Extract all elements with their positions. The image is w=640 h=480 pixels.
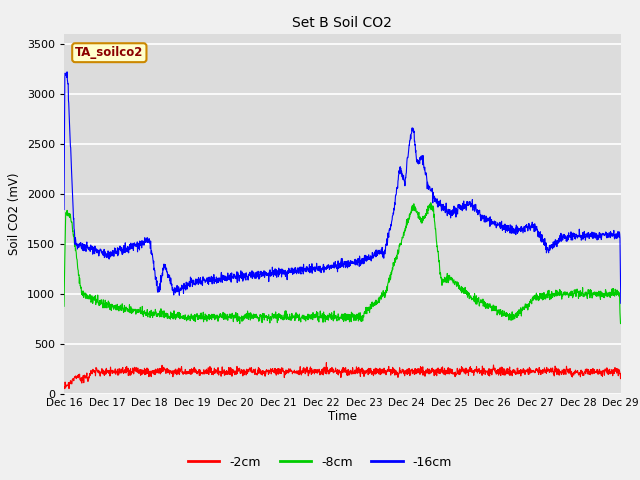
Line: -8cm: -8cm — [64, 203, 621, 324]
-16cm — [617, 300, 625, 306]
-8cm — [88, 295, 96, 301]
-16cm — [601, 232, 609, 238]
-16cm — [499, 223, 506, 228]
Line: -16cm: -16cm — [64, 72, 621, 303]
-8cm — [236, 321, 244, 326]
-8cm — [331, 315, 339, 321]
-2cm — [88, 370, 96, 376]
Title: Set B Soil CO2: Set B Soil CO2 — [292, 16, 392, 30]
-2cm — [499, 372, 506, 377]
-16cm — [331, 264, 339, 270]
X-axis label: Time: Time — [328, 410, 357, 423]
-16cm — [601, 231, 609, 237]
Y-axis label: Soil CO2 (mV): Soil CO2 (mV) — [8, 172, 21, 255]
-8cm — [601, 291, 609, 297]
-8cm — [602, 292, 609, 298]
-8cm — [316, 308, 324, 314]
-16cm — [63, 69, 71, 75]
-8cm — [60, 303, 68, 309]
-2cm — [617, 373, 625, 379]
Legend: -2cm, -8cm, -16cm: -2cm, -8cm, -16cm — [183, 451, 457, 474]
-2cm — [60, 386, 68, 392]
-8cm — [499, 312, 507, 318]
-16cm — [60, 207, 68, 213]
-2cm — [331, 369, 339, 374]
-8cm — [617, 321, 625, 326]
-2cm — [601, 369, 609, 375]
-16cm — [89, 252, 97, 257]
-2cm — [323, 360, 330, 366]
-2cm — [316, 372, 324, 378]
-2cm — [601, 367, 609, 372]
-16cm — [316, 269, 324, 275]
Text: TA_soilco2: TA_soilco2 — [75, 46, 143, 59]
Line: -2cm: -2cm — [64, 363, 621, 389]
-8cm — [427, 200, 435, 205]
